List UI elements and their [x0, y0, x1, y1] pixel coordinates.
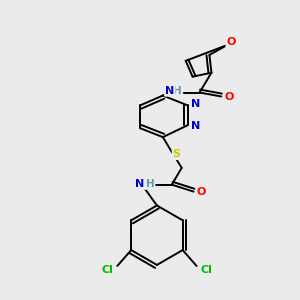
Text: S: S: [173, 149, 181, 159]
Text: O: O: [197, 187, 206, 196]
Text: N: N: [136, 179, 145, 189]
Text: O: O: [225, 92, 234, 101]
Text: N: N: [191, 121, 200, 131]
Text: Cl: Cl: [200, 265, 212, 275]
Text: O: O: [226, 37, 236, 47]
Text: H: H: [173, 85, 182, 96]
Text: Cl: Cl: [101, 265, 113, 275]
Text: N: N: [191, 99, 200, 110]
Text: N: N: [165, 85, 174, 96]
Text: H: H: [146, 179, 154, 189]
